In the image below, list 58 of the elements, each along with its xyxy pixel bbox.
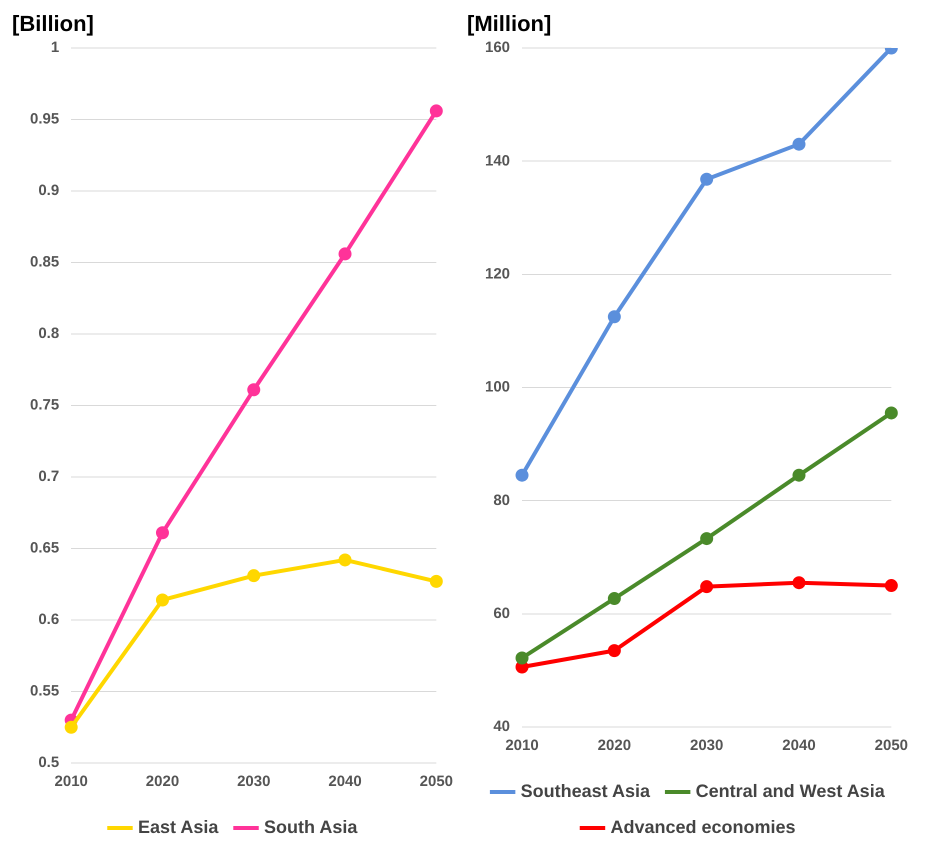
x-tick-label: 2020 (598, 737, 632, 754)
y-tick-label: 100 (484, 378, 510, 396)
x-tick-label: 2050 (874, 737, 908, 754)
x-tick-label: 2020 (146, 773, 180, 790)
y-tick-label: 0.5 (38, 754, 60, 772)
x-tick-label: 2040 (328, 773, 362, 790)
y-tick-label: 0.85 (30, 254, 60, 271)
point (516, 651, 529, 664)
y-tick-label: 140 (484, 152, 510, 170)
point (792, 138, 806, 151)
y-tick-label: 0.55 (30, 682, 60, 700)
y-tick-label: 120 (484, 265, 510, 282)
legend-label: Advanced economies (610, 816, 796, 837)
point (64, 720, 78, 734)
point (884, 406, 898, 420)
legend-label: Central and West Asia (696, 780, 886, 801)
y-axis-title: [Million] (467, 11, 552, 36)
point (700, 532, 714, 546)
y-tick-label: 0.8 (38, 325, 60, 342)
point (156, 593, 169, 606)
y-tick-label: 160 (484, 39, 510, 56)
x-tick-label: 2010 (54, 773, 88, 790)
y-tick-label: 1 (50, 39, 60, 56)
point (608, 310, 621, 324)
y-tick-label: 0.65 (30, 540, 60, 557)
y-tick-label: 60 (493, 604, 510, 622)
y-tick-label: 40 (493, 718, 510, 736)
y-tick-label: 0.6 (38, 611, 60, 628)
point (430, 574, 443, 588)
point (338, 247, 352, 260)
point (700, 580, 714, 594)
y-tick-label: 0.7 (38, 468, 60, 486)
point (516, 468, 529, 482)
point (884, 579, 898, 592)
y-tick-label: 0.9 (38, 182, 60, 200)
point (792, 576, 806, 590)
legend-label: East Asia (138, 816, 220, 837)
y-tick-label: 0.95 (30, 110, 60, 128)
y-axis-title: [Billion] (12, 11, 94, 36)
x-tick-label: 2030 (690, 737, 724, 754)
point (792, 468, 806, 482)
x-tick-label: 2030 (237, 773, 270, 790)
point (700, 172, 714, 186)
x-tick-label: 2010 (505, 737, 539, 754)
y-tick-label: 80 (493, 492, 510, 509)
x-tick-label: 2050 (420, 773, 454, 790)
point (247, 569, 260, 582)
legend-label: Southeast Asia (520, 780, 651, 801)
point (516, 660, 529, 674)
legend-label: South Asia (264, 816, 358, 837)
y-tick-label: 0.75 (30, 396, 60, 414)
point (247, 383, 260, 396)
point (156, 526, 169, 540)
point (338, 553, 352, 566)
point (608, 644, 621, 658)
point (608, 592, 621, 606)
point (430, 104, 443, 118)
x-tick-label: 2040 (782, 737, 816, 754)
